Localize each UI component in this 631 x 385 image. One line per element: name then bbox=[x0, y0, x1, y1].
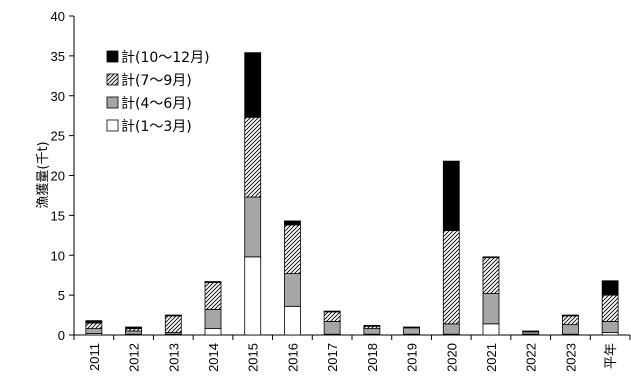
bar-segment bbox=[562, 314, 579, 317]
bar-segment bbox=[204, 281, 222, 283]
y-axis-label: 漁獲量(千t) bbox=[36, 141, 51, 208]
bar-segment bbox=[284, 224, 301, 274]
x-tick-label: 2011 bbox=[87, 343, 102, 371]
bar-segment bbox=[85, 320, 103, 324]
legend-swatch bbox=[106, 73, 119, 86]
bar-segment bbox=[204, 281, 222, 310]
y-tick-label: 30 bbox=[51, 89, 65, 104]
x-tick-label: 2018 bbox=[365, 343, 380, 372]
y-tick-label: 5 bbox=[58, 288, 65, 303]
x-tick-label: 2017 bbox=[325, 343, 340, 372]
x-tick-label: 2013 bbox=[166, 343, 181, 372]
legend-swatch bbox=[106, 50, 119, 63]
bar-segment bbox=[562, 324, 579, 335]
bar-segment bbox=[244, 116, 262, 198]
legend: 計(10～12月) 計(7～9月) 計(4～6月) 計(1～3月) bbox=[106, 50, 210, 135]
legend-label: 計(10～12月) bbox=[121, 50, 210, 66]
bar-segment bbox=[482, 293, 500, 325]
bar-segment bbox=[204, 328, 222, 336]
bar-segment bbox=[403, 327, 420, 335]
y-tick-label: 20 bbox=[51, 169, 65, 184]
bar-segment bbox=[522, 330, 540, 333]
bar-segment bbox=[442, 230, 460, 325]
bar-segment bbox=[244, 196, 262, 258]
x-tick-label: 2020 bbox=[444, 343, 459, 372]
bar-segment bbox=[85, 322, 103, 330]
bar-segment bbox=[601, 321, 619, 334]
y-tick-label: 0 bbox=[58, 328, 65, 343]
bar-segment bbox=[442, 160, 460, 231]
bar-segment bbox=[125, 326, 142, 330]
bar-segment bbox=[204, 309, 222, 330]
bar-segment bbox=[363, 328, 381, 335]
bar-segment bbox=[363, 325, 381, 327]
y-tick-label: 40 bbox=[51, 9, 65, 24]
bar-segment bbox=[164, 314, 182, 317]
x-tick-label: 2014 bbox=[206, 343, 221, 372]
bar-segment bbox=[284, 273, 301, 307]
x-tick-label: 平年 bbox=[603, 343, 618, 369]
x-axis: 2011 2012 2013 2014 2015 2016 2017 2018 2019 2020… bbox=[73, 334, 631, 372]
legend-label: 計(4～6月) bbox=[121, 96, 192, 112]
x-tick-label: 2012 bbox=[127, 343, 142, 372]
y-tick-label: 15 bbox=[51, 208, 65, 223]
y-tick-label: 35 bbox=[51, 49, 65, 64]
bar-segment bbox=[482, 256, 500, 259]
legend-swatch bbox=[106, 96, 119, 109]
bar-segment bbox=[601, 280, 619, 296]
x-tick-label: 2019 bbox=[405, 343, 420, 372]
bar-segment bbox=[482, 257, 500, 294]
bars bbox=[85, 52, 619, 336]
bar-segment bbox=[323, 311, 341, 322]
bar-segment bbox=[284, 220, 301, 226]
bar-segment bbox=[442, 323, 460, 335]
bar-segment bbox=[85, 328, 103, 334]
bar-segment bbox=[601, 294, 619, 322]
bar-segment bbox=[284, 305, 301, 336]
bar-segment bbox=[323, 321, 341, 335]
y-tick-label: 25 bbox=[51, 129, 65, 144]
bar-segment bbox=[403, 326, 420, 329]
legend-swatch bbox=[106, 119, 119, 132]
bar-segment bbox=[244, 52, 262, 118]
bar-segment bbox=[562, 315, 579, 326]
bar-segment bbox=[164, 315, 182, 334]
legend-label: 計(7～9月) bbox=[121, 73, 192, 89]
y-axis: 0 5 10 15 20 25 30 35 40 bbox=[51, 9, 75, 343]
legend-label: 計(1～3月) bbox=[121, 119, 192, 135]
x-tick-label: 2023 bbox=[563, 343, 578, 372]
y-tick-label: 10 bbox=[51, 248, 65, 263]
x-tick-label: 2016 bbox=[285, 343, 300, 372]
bar-segment bbox=[323, 310, 341, 313]
bar-segment bbox=[244, 256, 262, 336]
bar-segment bbox=[482, 323, 500, 336]
x-tick-label: 2021 bbox=[484, 343, 499, 372]
x-tick-label: 2015 bbox=[246, 343, 261, 372]
x-tick-label: 2022 bbox=[524, 343, 539, 372]
bar-segment bbox=[125, 330, 142, 335]
